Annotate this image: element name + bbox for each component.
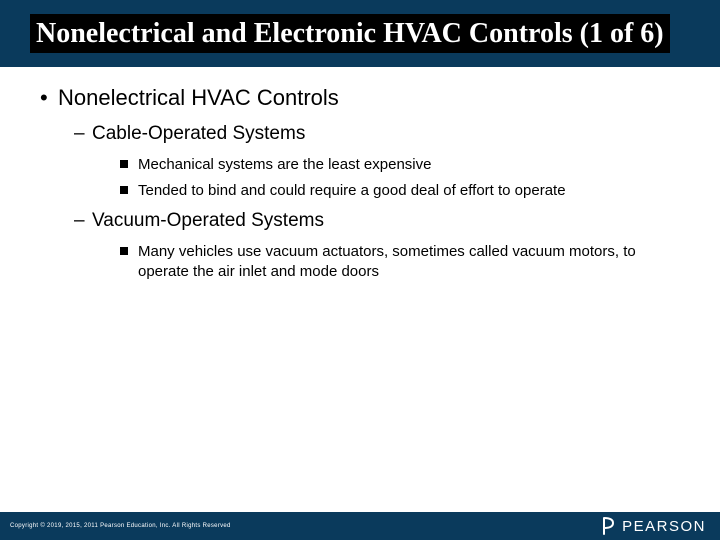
pearson-logo-mark-icon	[602, 517, 616, 535]
bullet-level2: –Cable-Operated Systems	[74, 123, 690, 145]
level2-heading: Vacuum-Operated Systems	[92, 210, 324, 231]
slide-title: Nonelectrical and Electronic HVAC Contro…	[30, 14, 670, 53]
pearson-logo: PEARSON	[602, 517, 706, 535]
dash-bullet: –	[74, 210, 92, 232]
bullet-level2: –Vacuum-Operated Systems	[74, 210, 690, 232]
square-bullet-icon	[120, 247, 128, 255]
pearson-logo-text: PEARSON	[622, 518, 706, 535]
bullet-level3: Mechanical systems are the least expensi…	[120, 155, 650, 175]
copyright-text: Copyright © 2019, 2015, 2011 Pearson Edu…	[10, 523, 231, 529]
level3-text: Many vehicles use vacuum actuators, some…	[138, 242, 650, 283]
bullet-level3: Many vehicles use vacuum actuators, some…	[120, 242, 650, 283]
dash-bullet: –	[74, 123, 92, 145]
level1-text: Nonelectrical HVAC Controls	[58, 85, 339, 110]
bullet-dot: •	[40, 85, 58, 111]
level3-text: Mechanical systems are the least expensi…	[138, 155, 431, 175]
level3-text: Tended to bind and could require a good …	[138, 181, 566, 201]
bullet-level1: •Nonelectrical HVAC Controls	[40, 85, 690, 111]
bullet-level3: Tended to bind and could require a good …	[120, 181, 650, 201]
square-bullet-icon	[120, 160, 128, 168]
square-bullet-icon	[120, 186, 128, 194]
footer-bar: Copyright © 2019, 2015, 2011 Pearson Edu…	[0, 512, 720, 540]
slide-content: •Nonelectrical HVAC Controls –Cable-Oper…	[0, 67, 720, 282]
level2-heading: Cable-Operated Systems	[92, 123, 305, 144]
title-bar: Nonelectrical and Electronic HVAC Contro…	[0, 0, 720, 67]
